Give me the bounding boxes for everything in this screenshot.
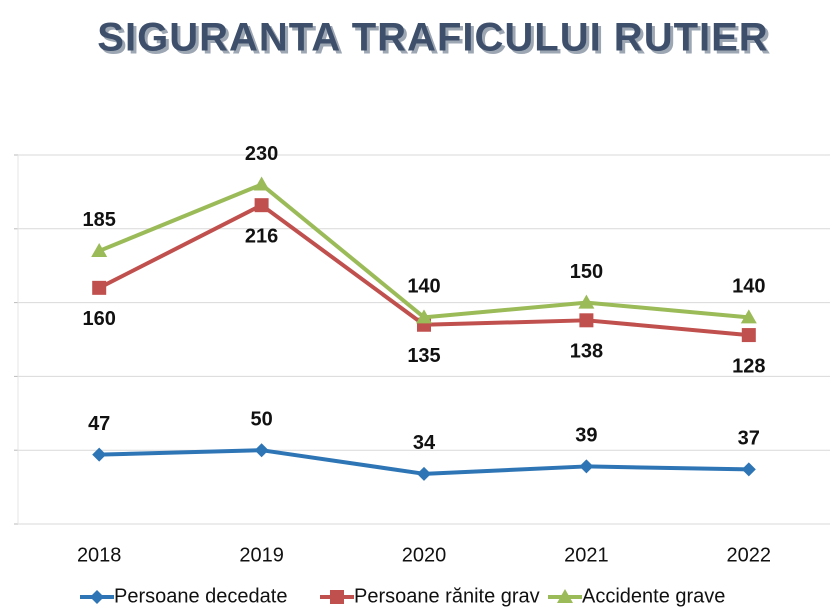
point bbox=[741, 462, 756, 477]
chart-title-shadow: SIGURANTA TRAFICULUI RUTIER bbox=[100, 19, 771, 63]
data-label: 230 bbox=[245, 143, 278, 165]
point bbox=[91, 242, 108, 257]
data-label: 150 bbox=[570, 261, 603, 283]
point bbox=[416, 309, 432, 324]
data-label: 140 bbox=[732, 276, 765, 298]
data-label: 160 bbox=[83, 308, 116, 330]
point bbox=[741, 328, 756, 343]
point bbox=[90, 590, 104, 604]
data-label: 37 bbox=[738, 428, 760, 450]
x-tick-label: 2021 bbox=[564, 544, 609, 566]
chart-title: SIGURANTA TRAFICULUI RUTIER bbox=[97, 16, 768, 60]
legend-label: Persoane decedate bbox=[114, 585, 287, 607]
point bbox=[253, 176, 270, 191]
data-label: 138 bbox=[570, 341, 603, 363]
x-tick-label: 2019 bbox=[239, 544, 284, 566]
point bbox=[417, 466, 431, 481]
data-label: 47 bbox=[88, 413, 110, 435]
point bbox=[92, 280, 107, 295]
data-label: 128 bbox=[732, 355, 765, 377]
data-label: 34 bbox=[413, 432, 436, 454]
point bbox=[557, 589, 573, 603]
point bbox=[254, 443, 269, 458]
point bbox=[579, 313, 594, 328]
data-label: 39 bbox=[575, 425, 597, 447]
x-tick-label: 2022 bbox=[727, 544, 772, 566]
legend-label: Accidente grave bbox=[582, 585, 725, 607]
point bbox=[740, 309, 757, 324]
x-tick-label: 2020 bbox=[402, 544, 447, 566]
data-label: 216 bbox=[245, 225, 278, 247]
point bbox=[92, 447, 107, 462]
legend-label: Persoane rănite grav bbox=[354, 585, 540, 607]
x-tick-label: 2018 bbox=[77, 544, 122, 566]
data-label: 140 bbox=[407, 276, 440, 298]
data-label: 50 bbox=[250, 408, 272, 430]
data-label: 185 bbox=[83, 209, 116, 231]
point bbox=[578, 294, 595, 309]
point bbox=[579, 459, 594, 474]
point bbox=[330, 590, 344, 604]
data-label: 135 bbox=[407, 345, 440, 367]
point bbox=[254, 198, 269, 213]
